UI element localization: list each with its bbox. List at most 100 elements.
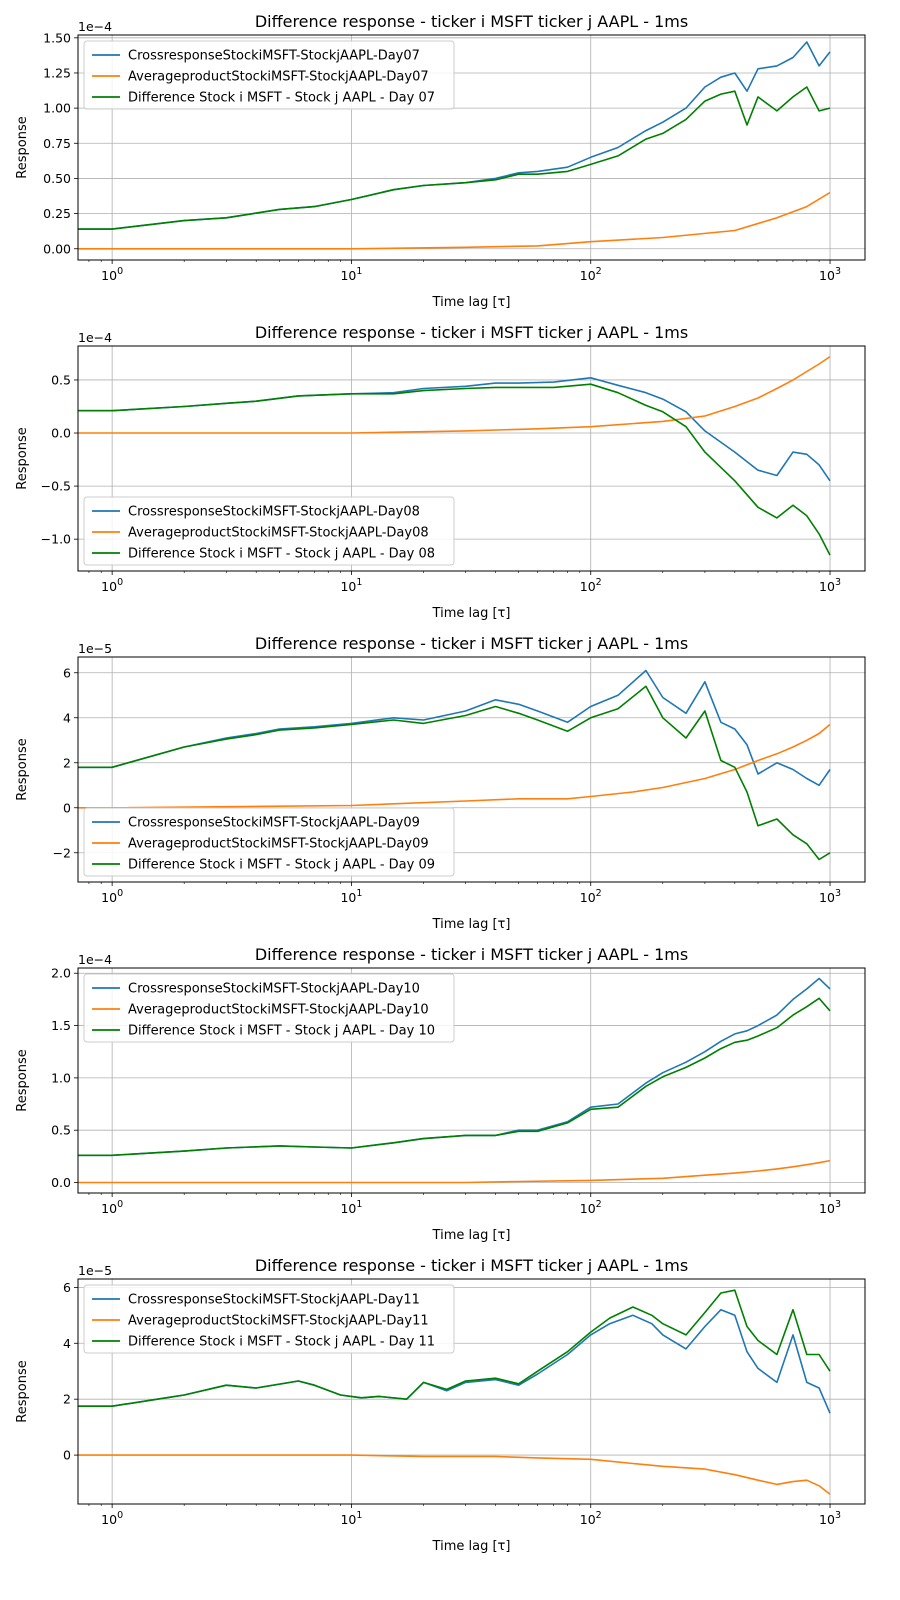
- series-line-3: [78, 383, 831, 556]
- y-tick-label: 1.50: [43, 30, 71, 45]
- legend-entry: CrossresponseStockiMSFT-StockjAAPL-Day08: [128, 505, 420, 520]
- x-tick-label: 103: [819, 1199, 841, 1216]
- y-multiplier-label: 1e−5: [78, 1263, 112, 1278]
- x-tick-label: 101: [340, 1510, 362, 1527]
- y-tick-label: 0.75: [43, 136, 71, 151]
- x-tick-label: 101: [340, 577, 362, 594]
- y-tick-label: 1.25: [43, 65, 71, 80]
- legend: CrossresponseStockiMSFT-StockjAAPL-Day08…: [83, 496, 455, 566]
- plot-frame: [77, 345, 866, 572]
- x-tick-label: 100: [101, 1199, 123, 1216]
- chart-panel-2: −1.0 −0.5 0.0 0.5 100 101 102 103 Difference res…: [15, 323, 866, 621]
- chart-title: Difference response - ticker i MSFT tick…: [255, 1256, 688, 1275]
- legend-entry: AverageproductStockiMSFT-StockjAAPL-Day1…: [128, 1003, 429, 1018]
- y-tick-label: 0.5: [51, 1123, 71, 1138]
- series-line-3: [78, 997, 831, 1157]
- x-axis-label: Time lag [τ]: [432, 1228, 511, 1243]
- x-tick-label: 100: [101, 1510, 123, 1527]
- legend-entry: CrossresponseStockiMSFT-StockjAAPL-Day07: [128, 49, 420, 64]
- y-axis-label: Response: [15, 427, 30, 489]
- x-axis-label: Time lag [τ]: [432, 1539, 511, 1554]
- y-tick-label: 0.00: [43, 241, 71, 256]
- x-tick-label: 100: [101, 266, 123, 283]
- legend: CrossresponseStockiMSFT-StockjAAPL-Day11…: [83, 1284, 455, 1354]
- y-axis-label: Response: [15, 1360, 30, 1422]
- chart-panel-4: 0.0 0.5 1.0 1.5 2.0 100 101 102 103 Difference re…: [15, 945, 866, 1243]
- y-tick-label: 0: [63, 800, 71, 815]
- y-tick-label: 2: [63, 1392, 71, 1407]
- x-axis-label: Time lag [τ]: [432, 917, 511, 932]
- series-line-2: [78, 1159, 831, 1184]
- y-tick-label: 6: [63, 1280, 71, 1295]
- series-line-3: [78, 86, 831, 230]
- x-tick-label: 102: [580, 577, 602, 594]
- y-axis-label: Response: [15, 1049, 30, 1111]
- y-tick-label: 0: [63, 1448, 71, 1463]
- x-tick-label: 100: [101, 577, 123, 594]
- chart-title: Difference response - ticker i MSFT tick…: [255, 12, 688, 31]
- y-tick-label: −0.5: [41, 479, 71, 494]
- legend-box: [83, 1284, 455, 1354]
- chart-panel-1: 0.00 0.25 0.50 0.75 1.00 1.25 1.50 100 101 102 103…: [15, 12, 866, 310]
- y-multiplier-label: 1e−4: [78, 952, 112, 967]
- legend-entry: CrossresponseStockiMSFT-StockjAAPL-Day10: [128, 982, 420, 997]
- legend-box: [83, 40, 455, 110]
- y-tick-label: 1.00: [43, 101, 71, 116]
- legend: CrossresponseStockiMSFT-StockjAAPL-Day10…: [83, 973, 455, 1043]
- y-multiplier-label: 1e−5: [78, 641, 112, 656]
- x-axis-label: Time lag [τ]: [432, 295, 511, 310]
- x-tick-label: 103: [819, 577, 841, 594]
- y-axis-label: Response: [15, 116, 30, 178]
- legend-entry: AverageproductStockiMSFT-StockjAAPL-Day0…: [128, 526, 429, 541]
- plot-frame: [77, 1278, 866, 1505]
- legend-entry: AverageproductStockiMSFT-StockjAAPL-Day1…: [128, 1314, 429, 1329]
- y-multiplier-label: 1e−4: [78, 19, 112, 34]
- y-tick-label: 0.50: [43, 171, 71, 186]
- chart-title: Difference response - ticker i MSFT tick…: [255, 945, 688, 964]
- legend-entry: CrossresponseStockiMSFT-StockjAAPL-Day11: [128, 1293, 420, 1308]
- legend-entry: Difference Stock i MSFT - Stock j AAPL -…: [128, 547, 435, 562]
- chart-title: Difference response - ticker i MSFT tick…: [255, 323, 688, 342]
- x-tick-label: 103: [819, 266, 841, 283]
- legend-entry: CrossresponseStockiMSFT-StockjAAPL-Day09: [128, 816, 420, 831]
- legend-entry: Difference Stock i MSFT - Stock j AAPL -…: [128, 91, 435, 106]
- x-tick-label: 101: [340, 266, 362, 283]
- y-tick-label: 4: [63, 710, 71, 725]
- series-line-2: [78, 1454, 831, 1495]
- y-tick-label: 1.0: [51, 1070, 71, 1085]
- y-multiplier-label: 1e−4: [78, 330, 112, 345]
- y-tick-label: 2: [63, 755, 71, 770]
- series-line-3: [78, 1289, 831, 1407]
- x-tick-label: 102: [580, 1199, 602, 1216]
- plot-frame: [77, 656, 866, 883]
- y-tick-label: 0.5: [51, 372, 71, 387]
- series-line-2: [78, 723, 831, 809]
- legend-box: [83, 807, 455, 877]
- series-line-1: [78, 669, 831, 787]
- y-tick-label: 4: [63, 1336, 71, 1351]
- legend: CrossresponseStockiMSFT-StockjAAPL-Day09…: [83, 807, 455, 877]
- y-tick-label: −1.0: [41, 532, 71, 547]
- y-tick-label: 2.0: [51, 966, 71, 981]
- y-tick-label: 0.0: [51, 426, 71, 441]
- legend-entry: Difference Stock i MSFT - Stock j AAPL -…: [128, 858, 435, 873]
- x-tick-label: 100: [101, 888, 123, 905]
- series-line-2: [78, 355, 831, 434]
- x-tick-label: 101: [340, 888, 362, 905]
- legend-box: [83, 973, 455, 1043]
- legend-entry: AverageproductStockiMSFT-StockjAAPL-Day0…: [128, 837, 429, 852]
- legend-entry: AverageproductStockiMSFT-StockjAAPL-Day0…: [128, 70, 429, 85]
- series-line-2: [78, 191, 831, 250]
- series-line-3: [78, 685, 831, 861]
- y-tick-label: −2: [53, 845, 71, 860]
- x-tick-label: 102: [580, 888, 602, 905]
- y-tick-label: 0.0: [51, 1175, 71, 1190]
- x-tick-label: 103: [819, 888, 841, 905]
- y-axis-label: Response: [15, 738, 30, 800]
- x-tick-label: 102: [580, 1510, 602, 1527]
- x-tick-label: 101: [340, 1199, 362, 1216]
- plot-frame: [77, 967, 866, 1194]
- legend: CrossresponseStockiMSFT-StockjAAPL-Day07…: [83, 40, 455, 110]
- y-tick-label: 1.5: [51, 1018, 71, 1033]
